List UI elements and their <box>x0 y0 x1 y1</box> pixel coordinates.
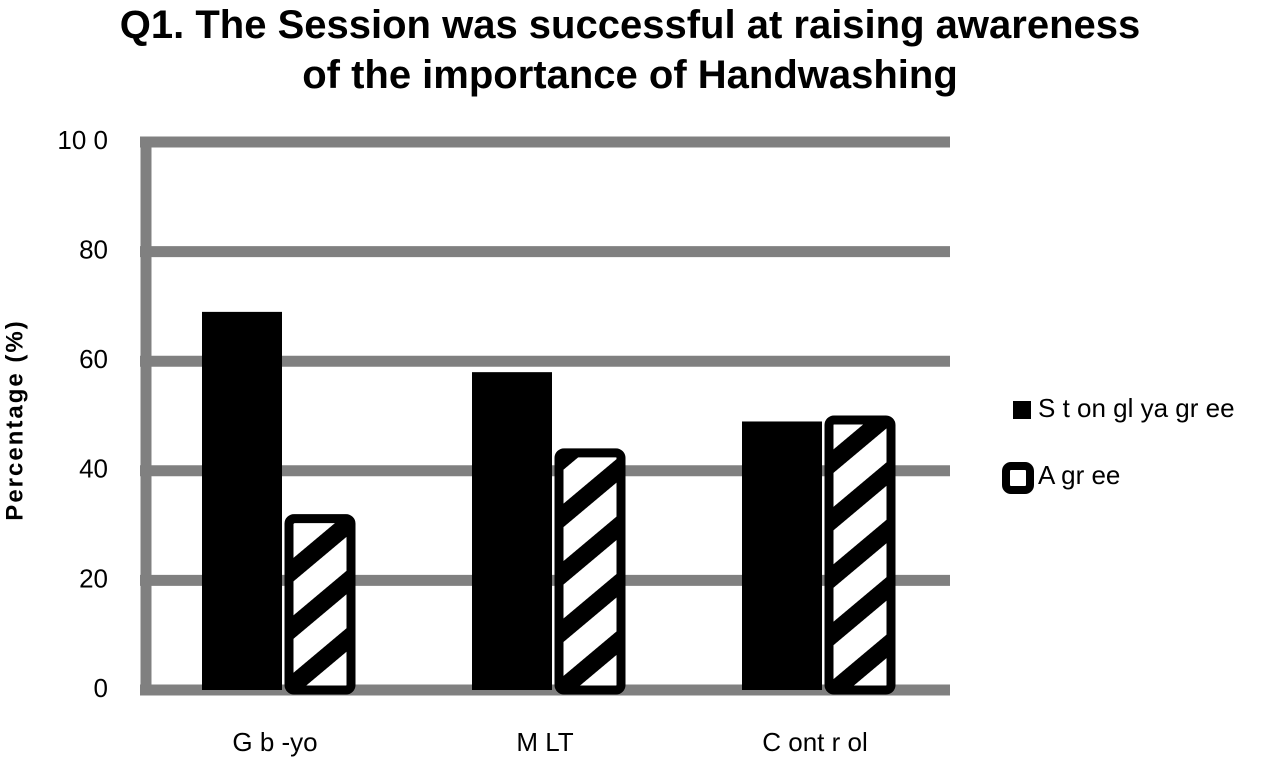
y-tick-label: 10 0 <box>57 125 108 155</box>
y-tick-label: 0 <box>94 673 108 703</box>
y-tick-label: 60 <box>79 344 108 374</box>
legend-label: S t on gl ya gr ee <box>1038 393 1235 423</box>
bar <box>202 311 282 690</box>
legend-swatch <box>1002 462 1034 494</box>
y-tick-label: 20 <box>79 563 108 593</box>
legend-label: A gr ee <box>1038 460 1120 490</box>
bar <box>824 415 896 695</box>
y-axis-label: Percentage (%) <box>1 319 28 520</box>
x-tick-label: M LT <box>516 727 573 757</box>
y-tick-label: 40 <box>79 454 108 484</box>
y-tick-label: 80 <box>79 234 108 264</box>
chart-title: Q1. The Session was successful at raisin… <box>119 3 1141 97</box>
x-tick-label: G b -yo <box>232 727 317 757</box>
bar <box>284 514 356 695</box>
bar <box>472 372 552 690</box>
bar <box>742 421 822 690</box>
legend-swatch <box>1013 401 1031 419</box>
bar <box>554 448 626 695</box>
x-tick-label: C ont r ol <box>762 727 868 757</box>
